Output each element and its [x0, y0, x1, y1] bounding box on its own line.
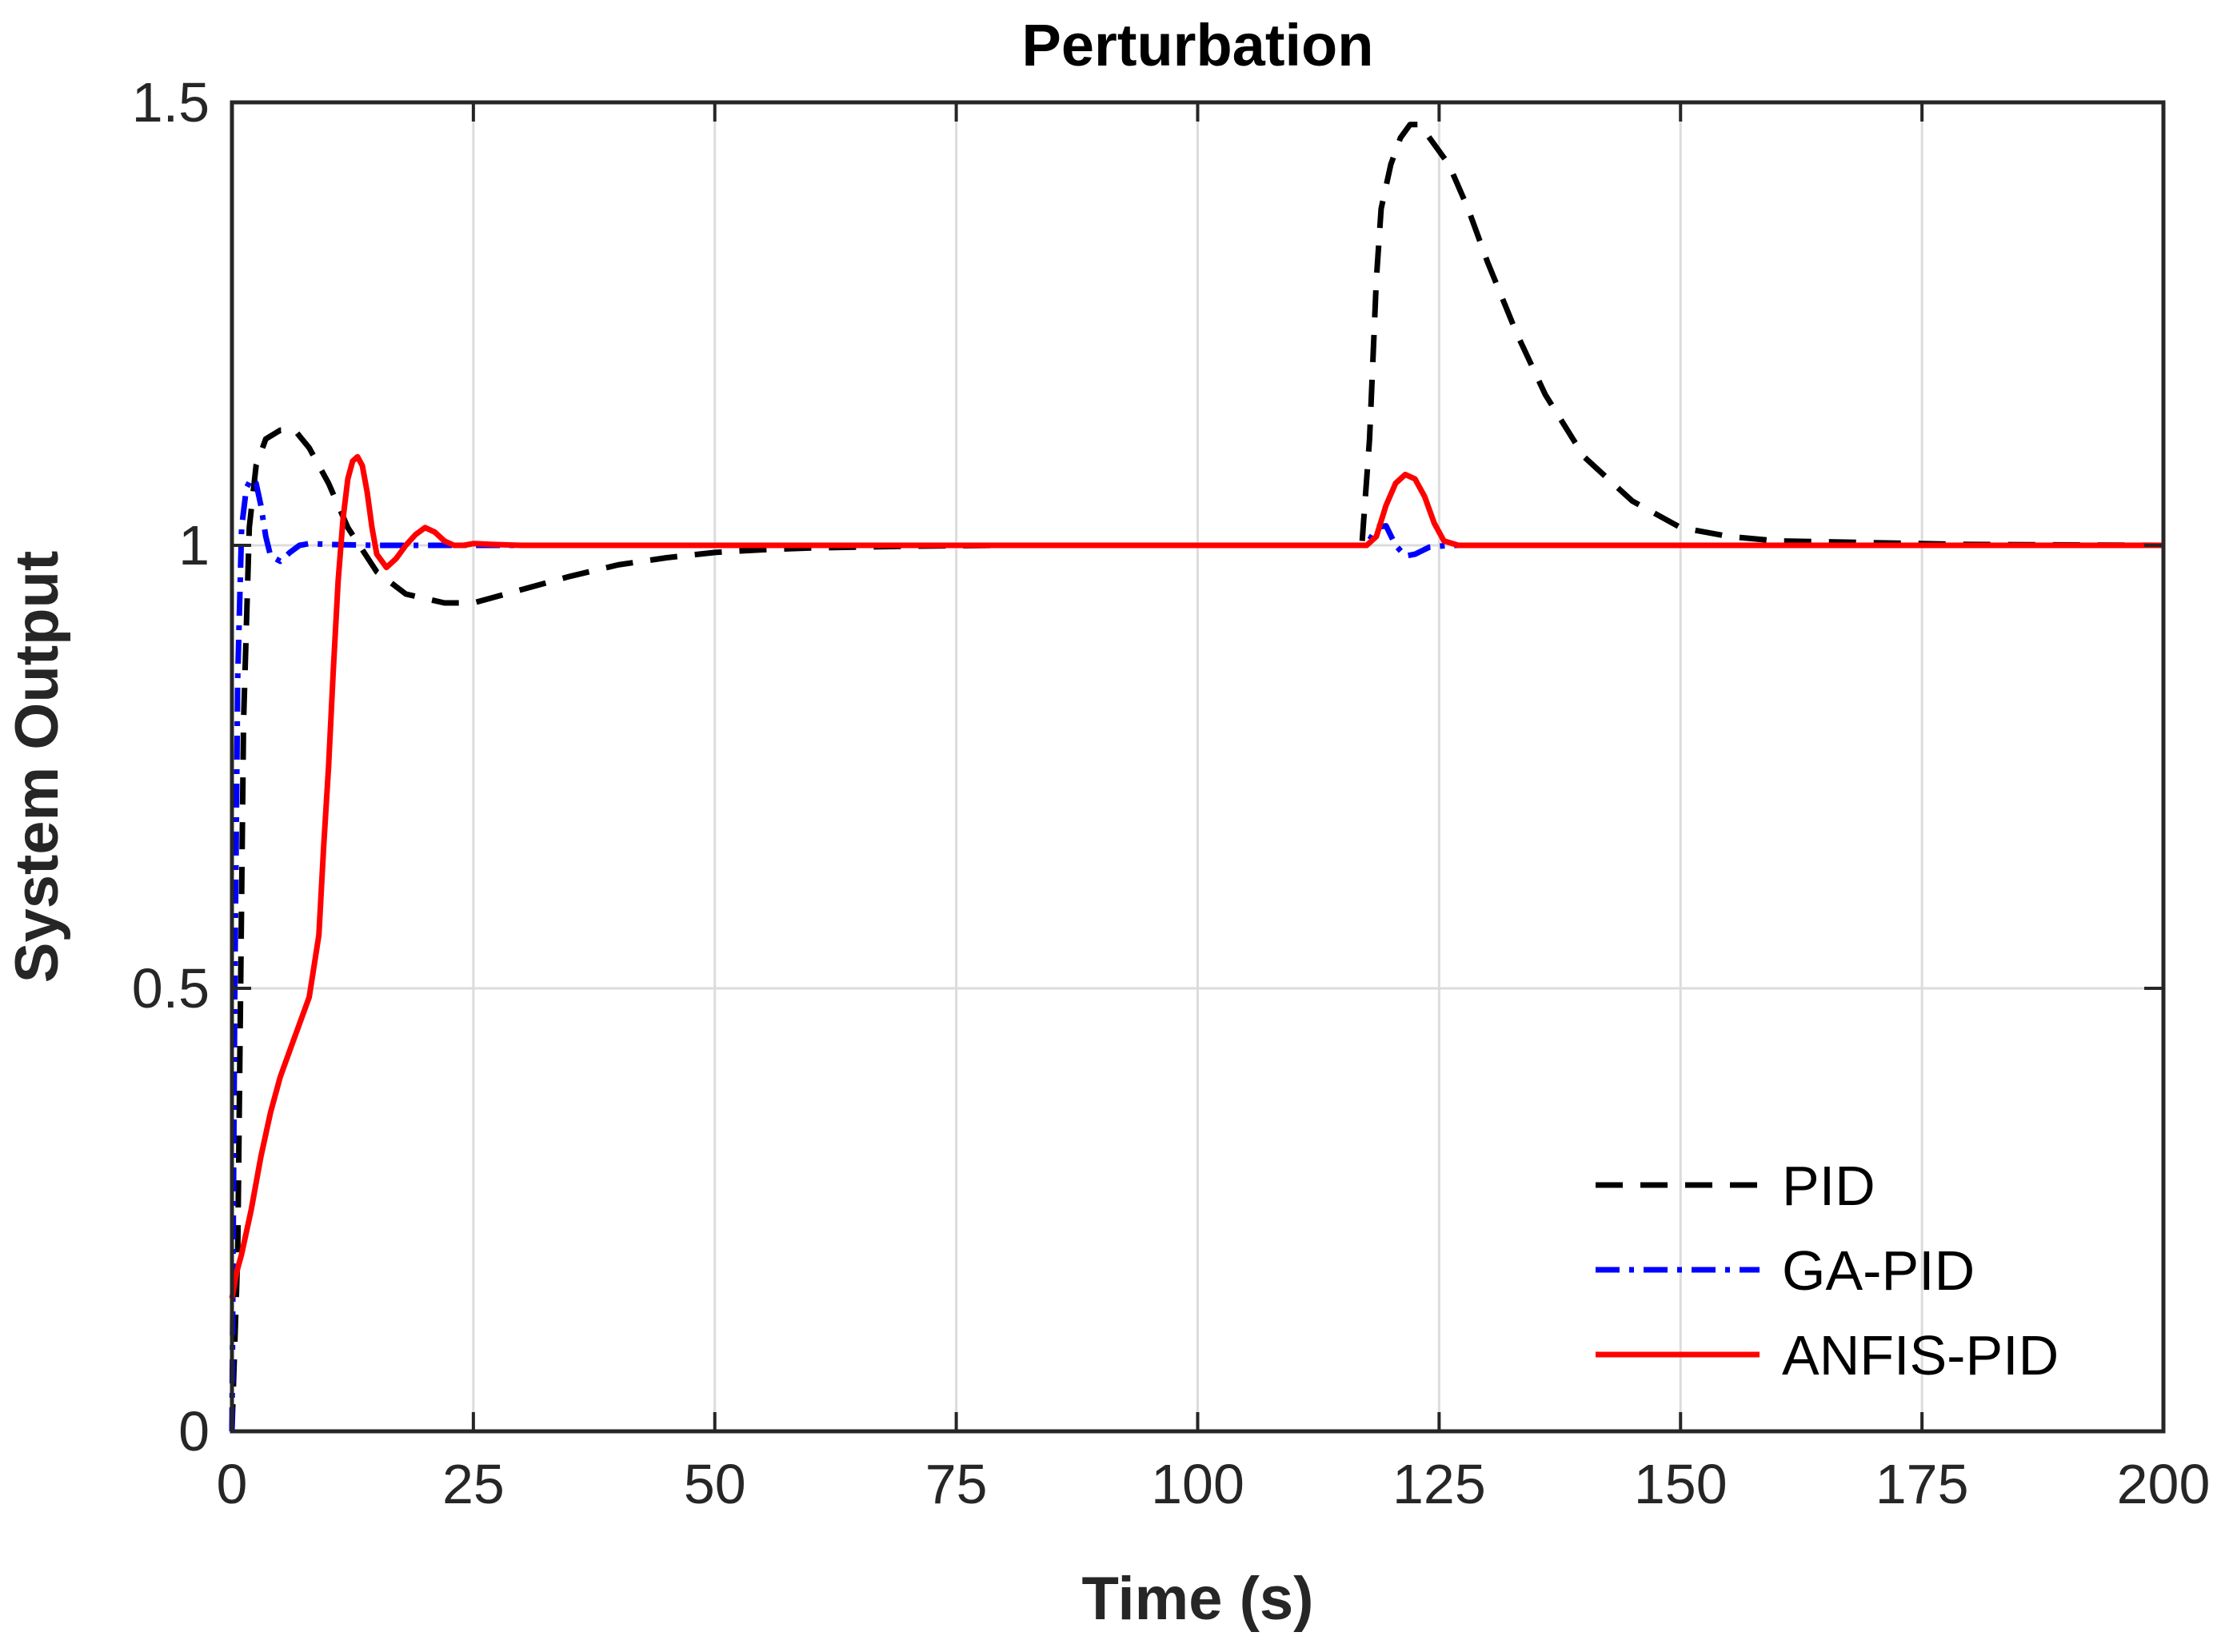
x-tick-label: 125	[1392, 1453, 1486, 1515]
y-tick-label: 0	[178, 1400, 210, 1462]
y-tick-label: 0.5	[132, 957, 210, 1020]
x-tick-label: 75	[925, 1453, 988, 1515]
series-line-anfis-pid	[229, 453, 2163, 1299]
x-tick-label: 50	[684, 1453, 746, 1515]
x-axis-label: Time (s)	[1081, 1565, 1313, 1633]
legend-label-pid: PID	[1782, 1155, 1875, 1217]
x-tick-label: 100	[1151, 1453, 1244, 1515]
legend: PID GA-PID ANFIS-PID	[1596, 1155, 2059, 1387]
y-tick-label: 1	[178, 514, 210, 577]
x-tick-label: 175	[1875, 1453, 1969, 1515]
x-tick-label: 25	[442, 1453, 505, 1515]
axis-ticks: 0 25 50 75 100 125 150 175 200 0 0.5 1 1.5	[132, 71, 2211, 1515]
chart-title: Perturbation	[1022, 12, 1374, 78]
x-tick-label: 0	[217, 1453, 248, 1515]
x-tick-label: 200	[2117, 1453, 2211, 1515]
y-tick-label: 1.5	[132, 71, 210, 134]
legend-label-ga-pid: GA-PID	[1782, 1239, 1975, 1302]
series-line-pid	[229, 122, 2164, 1432]
x-tick-label: 150	[1634, 1453, 1728, 1515]
series-layer	[229, 122, 2164, 1432]
series-line-ga-pid	[229, 476, 2163, 1432]
y-axis-label: System Output	[3, 551, 71, 984]
legend-label-anfis-pid: ANFIS-PID	[1782, 1324, 2059, 1387]
